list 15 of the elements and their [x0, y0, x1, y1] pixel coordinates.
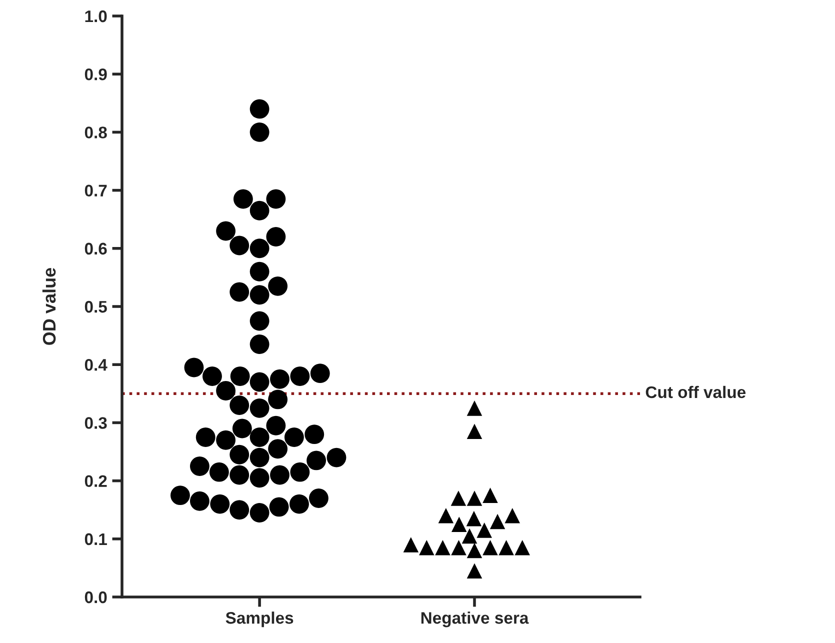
y-tick-label: 0.8 — [84, 126, 107, 138]
y-tick-label: 0.1 — [84, 533, 107, 546]
x-tick-label: Negative sera — [421, 612, 529, 628]
y-tick-label: 0.6 — [84, 242, 107, 255]
y-tick-label: 0.9 — [84, 68, 107, 80]
y-tick-label: 0.4 — [84, 359, 108, 371]
y-tick-label: 0.7 — [84, 184, 107, 197]
ref-line-label: Cut off value — [646, 386, 746, 398]
y-tick-label: 0.0 — [84, 591, 107, 604]
x-tick-label: Samples — [226, 612, 294, 628]
y-tick-label: 0.3 — [84, 417, 107, 429]
y-tick-label: 0.2 — [84, 475, 107, 488]
y-axis-title: OD value — [42, 268, 56, 345]
y-tick-label: 1.0 — [85, 10, 107, 22]
y-tick-label: 0.5 — [84, 300, 107, 313]
